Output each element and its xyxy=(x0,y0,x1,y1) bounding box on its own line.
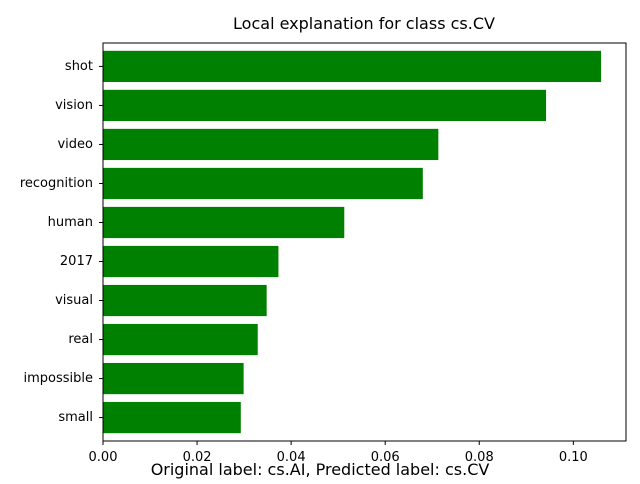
y-tick-label: real xyxy=(68,332,93,347)
y-tick-label: vision xyxy=(55,98,93,113)
axes-layer xyxy=(102,42,627,442)
x-tick-label: 0.08 xyxy=(465,450,494,465)
bar-impossible xyxy=(103,362,244,395)
y-tick-label: small xyxy=(58,410,93,425)
bar-vision xyxy=(103,89,547,122)
y-tick-label: visual xyxy=(55,293,93,308)
x-tick-label: 0.02 xyxy=(183,450,212,465)
x-tick-label: 0.00 xyxy=(89,450,118,465)
bars-layer xyxy=(103,50,602,434)
bar-visual xyxy=(103,284,267,317)
x-tick-label: 0.06 xyxy=(371,450,400,465)
y-tick-label: shot xyxy=(65,59,93,74)
x-tick-layer: 0.00 0.02 0.04 0.06 0.08 0.10 xyxy=(89,441,588,465)
y-tick-label: 2017 xyxy=(60,254,93,269)
bar-small xyxy=(103,401,241,434)
chart-title: Local explanation for class cs.CV xyxy=(233,14,495,33)
y-tick-label: recognition xyxy=(20,176,93,191)
bar-2017 xyxy=(103,245,279,278)
y-tick-label: impossible xyxy=(23,371,93,386)
y-tick-label: video xyxy=(57,137,93,152)
bar-human xyxy=(103,206,345,239)
bar-video xyxy=(103,128,439,161)
bar-shot xyxy=(103,50,602,83)
x-tick-label: 0.10 xyxy=(559,450,588,465)
y-tick-layer: shot vision video recognition human 2017 visua… xyxy=(20,59,103,425)
x-tick-label: 0.04 xyxy=(277,450,306,465)
bar-recognition xyxy=(103,167,423,200)
chart-caption: Original label: cs.AI, Predicted label: … xyxy=(151,460,490,479)
y-tick-label: human xyxy=(48,215,93,230)
bar-real xyxy=(103,323,258,356)
plot-frame xyxy=(102,42,627,442)
